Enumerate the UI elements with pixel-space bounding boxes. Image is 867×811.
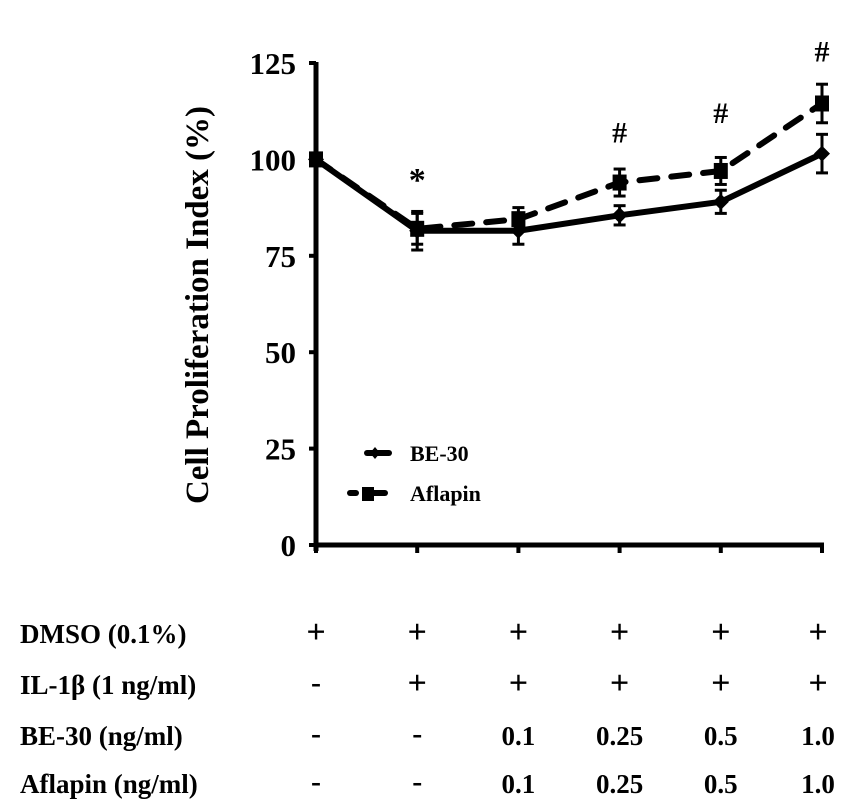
- legend-aflapin-marker: [362, 487, 374, 501]
- y-tick-label: 75: [265, 239, 296, 274]
- table-cell: -: [311, 765, 321, 798]
- y-axis-label: Cell Proliferation Index (%): [180, 106, 216, 504]
- data-point: [308, 151, 324, 168]
- y-tick-label: 100: [250, 142, 297, 177]
- data-point: [815, 95, 829, 112]
- table-row: DMSO (0.1%) + + + + + +: [20, 614, 828, 651]
- legend-aflapin-label: Aflapin: [410, 481, 481, 506]
- y-tick-label: 125: [250, 46, 297, 81]
- data-point: [713, 162, 728, 179]
- table-cell: 1.0: [801, 769, 835, 799]
- table-cell: -: [311, 666, 321, 699]
- row-label: Aflapin (ng/ml): [20, 769, 198, 799]
- table-row: IL-1β (1 ng/ml) - + + + + +: [20, 665, 828, 702]
- row-label: IL-1β (1 ng/ml): [20, 670, 196, 700]
- data-point: [712, 193, 729, 210]
- table-cell: 0.25: [596, 721, 643, 751]
- data-point: [611, 207, 628, 224]
- table-cell: 1.0: [801, 721, 835, 751]
- y-tick-label: 25: [265, 432, 296, 467]
- table-cell: 0.1: [502, 721, 536, 751]
- axes: 0 25 50 75 100 125: [250, 46, 824, 563]
- table-row: Aflapin (ng/ml) - - 0.1 0.25 0.5 1.0: [20, 765, 835, 799]
- table-cell: 0.25: [596, 769, 643, 799]
- table-cell: +: [509, 614, 528, 651]
- data-point: [612, 174, 627, 191]
- legend-be30-label: BE-30: [410, 441, 469, 466]
- significance-marker: #: [612, 116, 627, 149]
- legend-be30-marker: [370, 447, 380, 459]
- significance-marker: #: [713, 97, 728, 130]
- data-point: [814, 145, 830, 162]
- table-cell: +: [711, 665, 730, 702]
- table-cell: -: [412, 717, 422, 750]
- significance-marker: #: [815, 35, 830, 68]
- table-cell: +: [509, 665, 528, 702]
- table-cell: -: [412, 765, 422, 798]
- table-cell: +: [408, 665, 427, 702]
- treatment-table: DMSO (0.1%) + + + + + + IL-1β (1 ng/ml) - + + + + + BE…: [20, 614, 835, 799]
- row-label: DMSO (0.1%): [20, 619, 186, 649]
- y-tick-label: 50: [265, 335, 296, 370]
- series-line: [314, 150, 824, 234]
- table-cell: +: [808, 665, 827, 702]
- table-cell: +: [711, 614, 730, 651]
- series-be-30: [308, 132, 830, 252]
- table-cell: -: [311, 717, 321, 750]
- data-point: [409, 222, 426, 239]
- table-cell: +: [610, 665, 629, 702]
- significance-marker: *: [409, 162, 426, 199]
- y-tick-label: 0: [281, 528, 297, 563]
- series-layer: [308, 82, 830, 252]
- legend: BE-30 Aflapin: [347, 441, 481, 506]
- table-row: BE-30 (ng/ml) - - 0.1 0.25 0.5 1.0: [20, 717, 835, 751]
- table-cell: 0.5: [704, 769, 738, 799]
- table-cell: +: [610, 614, 629, 651]
- table-cell: +: [306, 614, 325, 651]
- annotations: * # # #: [409, 35, 830, 198]
- table-cell: 0.1: [502, 769, 536, 799]
- row-label: BE-30 (ng/ml): [20, 721, 183, 751]
- table-cell: 0.5: [704, 721, 738, 751]
- table-cell: +: [408, 614, 427, 651]
- data-point: [510, 222, 527, 239]
- table-cell: +: [808, 614, 827, 651]
